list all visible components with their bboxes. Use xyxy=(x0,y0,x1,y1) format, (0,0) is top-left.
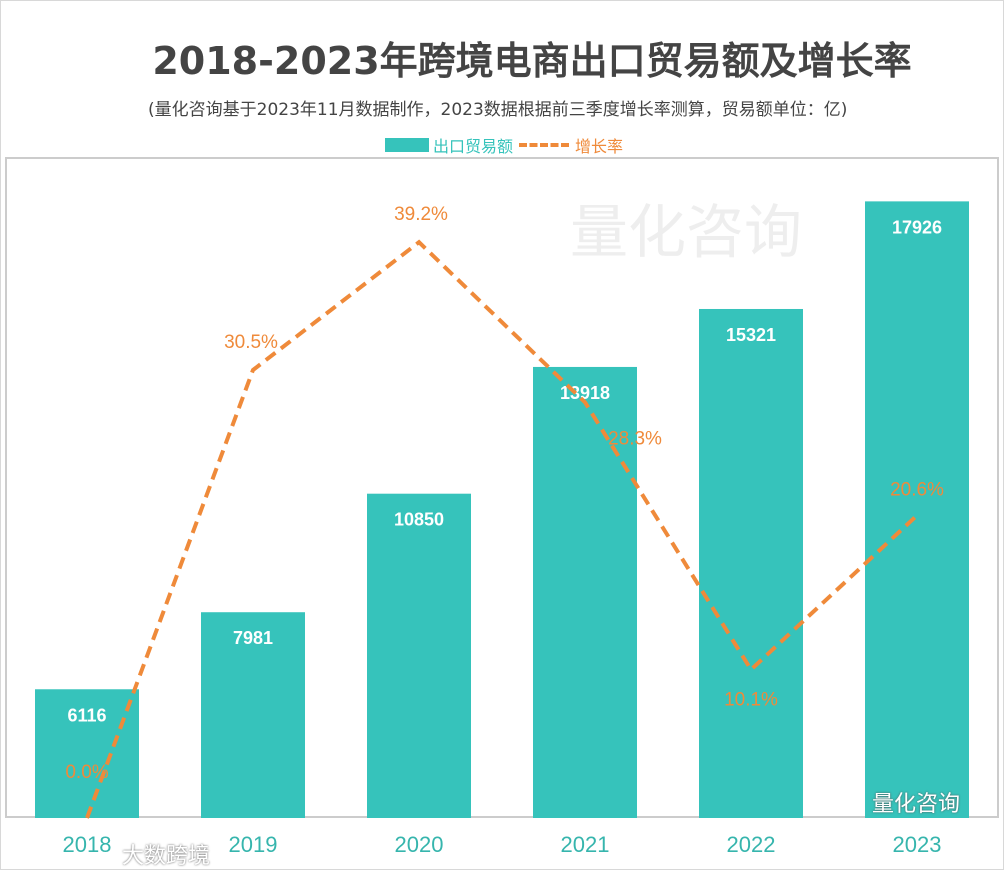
chart-title: 2018-2023年跨境电商出口贸易额及增长率 xyxy=(152,39,912,83)
bar-2020 xyxy=(367,493,471,818)
legend-line-swatch xyxy=(519,143,570,147)
chart-subtitle: (量化咨询基于2023年11月数据制作，2023数据根据前三季度增长率测算，贸易… xyxy=(148,100,848,120)
bar-2019 xyxy=(201,612,305,818)
line-label-2020: 39.2% xyxy=(394,204,448,225)
legend-bar-swatch xyxy=(385,138,429,152)
legend-bar-label: 出口贸易额 xyxy=(433,137,514,156)
x-tick-2019: 2019 xyxy=(229,832,278,857)
bar-label-2018: 6116 xyxy=(67,705,106,725)
bar-2022 xyxy=(699,308,803,818)
bar-2021 xyxy=(533,366,637,818)
line-label-2019: 30.5% xyxy=(224,332,278,353)
x-tick-2021: 2021 xyxy=(561,832,610,857)
legend-line-label: 增长率 xyxy=(575,137,624,156)
line-label-2023: 20.6% xyxy=(890,479,944,500)
x-tick-2018: 2018 xyxy=(63,832,112,857)
watermark-bottom-left: 大数跨境 xyxy=(122,844,211,869)
bar-2023 xyxy=(865,201,969,818)
line-label-2018: 0.0% xyxy=(65,762,108,783)
bar-label-2019: 7981 xyxy=(233,628,273,648)
bar-label-2022: 15321 xyxy=(726,325,776,345)
bar-label-2020: 10850 xyxy=(394,510,444,530)
watermark-center: 量化咨询 xyxy=(570,198,803,266)
bar-label-2023: 17926 xyxy=(892,217,942,237)
plot-area xyxy=(5,157,999,818)
bar-2018 xyxy=(35,689,139,818)
x-tick-2023: 2023 xyxy=(893,832,942,857)
line-label-2021: 28.3% xyxy=(608,428,662,449)
line-label-2022: 10.1% xyxy=(724,690,778,711)
x-tick-2020: 2020 xyxy=(395,832,444,857)
legend: 出口贸易额 增长率 xyxy=(385,133,623,157)
x-tick-2022: 2022 xyxy=(727,832,776,857)
watermark-bottom-right: 量化咨询 xyxy=(872,792,961,817)
growth-line xyxy=(85,239,919,819)
